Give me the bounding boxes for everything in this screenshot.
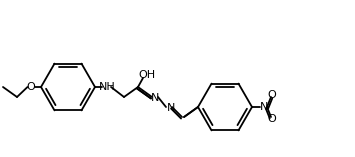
Text: N: N (260, 102, 269, 112)
Text: O: O (268, 90, 277, 100)
Text: O: O (268, 114, 277, 124)
Text: O: O (27, 82, 36, 92)
Text: NH: NH (99, 82, 115, 92)
Text: OH: OH (138, 70, 155, 80)
Text: N: N (151, 93, 159, 103)
Text: N: N (167, 103, 175, 113)
